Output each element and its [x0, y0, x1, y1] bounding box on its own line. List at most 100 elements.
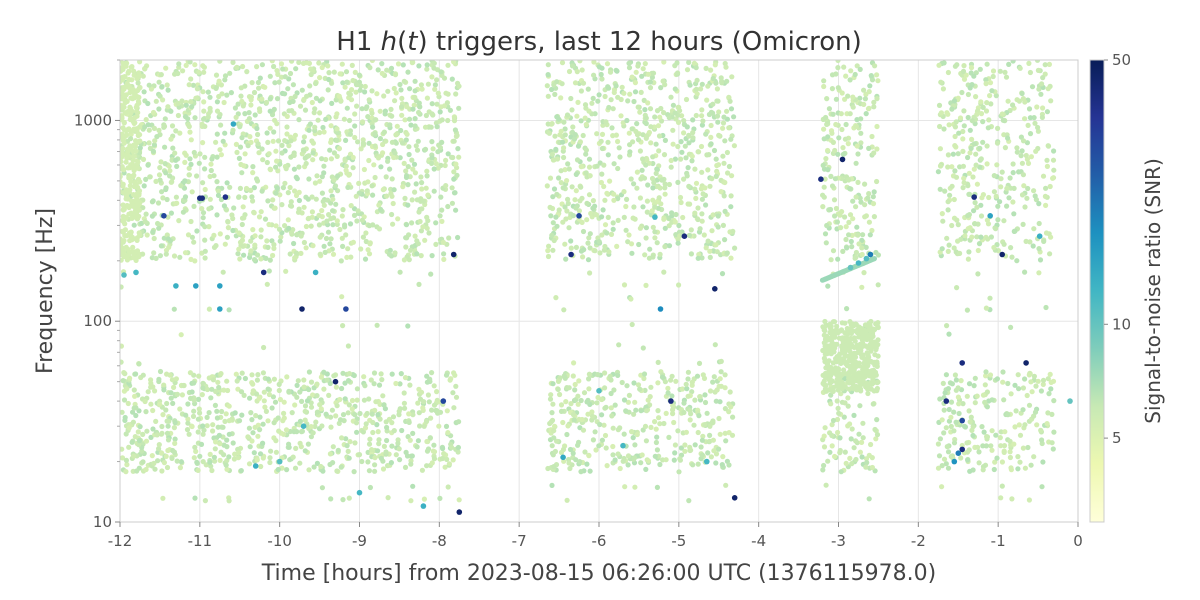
trigger-point — [980, 119, 986, 125]
trigger-point — [343, 436, 349, 442]
trigger-point — [684, 124, 690, 130]
trigger-point — [1000, 379, 1006, 385]
trigger-point — [613, 83, 619, 89]
trigger-point — [1020, 96, 1026, 102]
trigger-point — [704, 97, 710, 103]
trigger-point — [678, 199, 684, 206]
trigger-point — [602, 243, 608, 250]
trigger-point — [562, 126, 568, 132]
trigger-point — [422, 124, 429, 130]
trigger-point — [685, 376, 691, 382]
trigger-point — [289, 108, 295, 114]
trigger-point — [153, 98, 159, 104]
trigger-point — [182, 114, 189, 120]
trigger-point — [323, 156, 329, 163]
trigger-point — [599, 76, 605, 82]
trigger-point — [1006, 61, 1012, 67]
trigger-point — [310, 430, 316, 436]
trigger-point — [308, 223, 314, 229]
trigger-point — [270, 197, 276, 203]
trigger-point — [1025, 160, 1032, 166]
trigger-point — [187, 60, 193, 65]
trigger-point — [369, 411, 375, 417]
trigger-point — [359, 458, 365, 465]
trigger-point — [380, 466, 387, 472]
trigger-point — [121, 119, 127, 125]
trigger-point — [599, 396, 605, 403]
trigger-point — [821, 136, 827, 142]
trigger-point — [390, 414, 397, 420]
trigger-point — [421, 423, 427, 429]
trigger-point — [695, 255, 701, 261]
trigger-point — [579, 67, 585, 73]
trigger-point — [1023, 360, 1029, 366]
trigger-point — [256, 214, 263, 220]
trigger-point — [662, 137, 669, 143]
trigger-point — [679, 386, 686, 392]
trigger-point — [718, 369, 724, 375]
trigger-point — [949, 222, 955, 229]
trigger-point — [964, 440, 970, 446]
trigger-point — [984, 404, 991, 410]
trigger-point — [728, 404, 734, 410]
trigger-point — [951, 245, 957, 251]
trigger-point — [300, 60, 307, 66]
trigger-point — [708, 134, 714, 140]
trigger-point — [172, 420, 178, 426]
trigger-point — [301, 377, 307, 383]
trigger-point — [648, 140, 654, 146]
trigger-point — [1020, 445, 1026, 451]
trigger-point — [697, 226, 703, 232]
trigger-point — [388, 460, 394, 466]
trigger-point — [431, 65, 437, 71]
trigger-point — [598, 71, 604, 78]
trigger-point — [939, 211, 945, 217]
trigger-point — [856, 241, 862, 247]
trigger-point — [549, 151, 556, 157]
trigger-point — [206, 206, 212, 212]
trigger-point — [337, 396, 343, 403]
trigger-point — [991, 466, 997, 473]
trigger-point — [985, 125, 991, 131]
trigger-point — [1050, 446, 1056, 452]
trigger-point — [123, 457, 129, 463]
trigger-point — [568, 401, 574, 407]
trigger-point — [142, 124, 148, 130]
trigger-point — [965, 91, 972, 98]
trigger-point — [354, 218, 360, 224]
trigger-point — [1011, 441, 1017, 447]
trigger-point — [652, 204, 658, 210]
trigger-point — [372, 407, 378, 413]
trigger-point — [267, 257, 273, 263]
trigger-point — [858, 130, 864, 136]
trigger-point — [141, 89, 147, 95]
trigger-point — [577, 139, 584, 145]
trigger-point — [959, 89, 965, 96]
trigger-point — [998, 176, 1004, 182]
trigger-point — [945, 386, 952, 392]
trigger-point — [861, 270, 867, 276]
trigger-point — [1032, 120, 1038, 126]
trigger-point — [259, 146, 265, 152]
trigger-point — [847, 186, 853, 192]
trigger-point — [983, 77, 989, 83]
trigger-point — [947, 192, 953, 198]
trigger-point — [224, 378, 230, 384]
trigger-point — [334, 468, 340, 474]
trigger-point — [573, 188, 579, 194]
trigger-point — [986, 194, 992, 201]
trigger-point — [434, 389, 440, 395]
trigger-point — [208, 167, 214, 174]
trigger-point — [321, 386, 327, 392]
trigger-point — [357, 87, 363, 93]
trigger-point — [188, 99, 194, 105]
trigger-point — [213, 139, 219, 145]
trigger-point — [847, 328, 854, 334]
trigger-point — [560, 219, 566, 225]
trigger-point — [309, 194, 315, 200]
trigger-point — [157, 253, 163, 259]
trigger-point — [692, 186, 698, 192]
trigger-point — [275, 466, 281, 473]
trigger-point — [124, 257, 130, 263]
trigger-point — [374, 322, 380, 328]
